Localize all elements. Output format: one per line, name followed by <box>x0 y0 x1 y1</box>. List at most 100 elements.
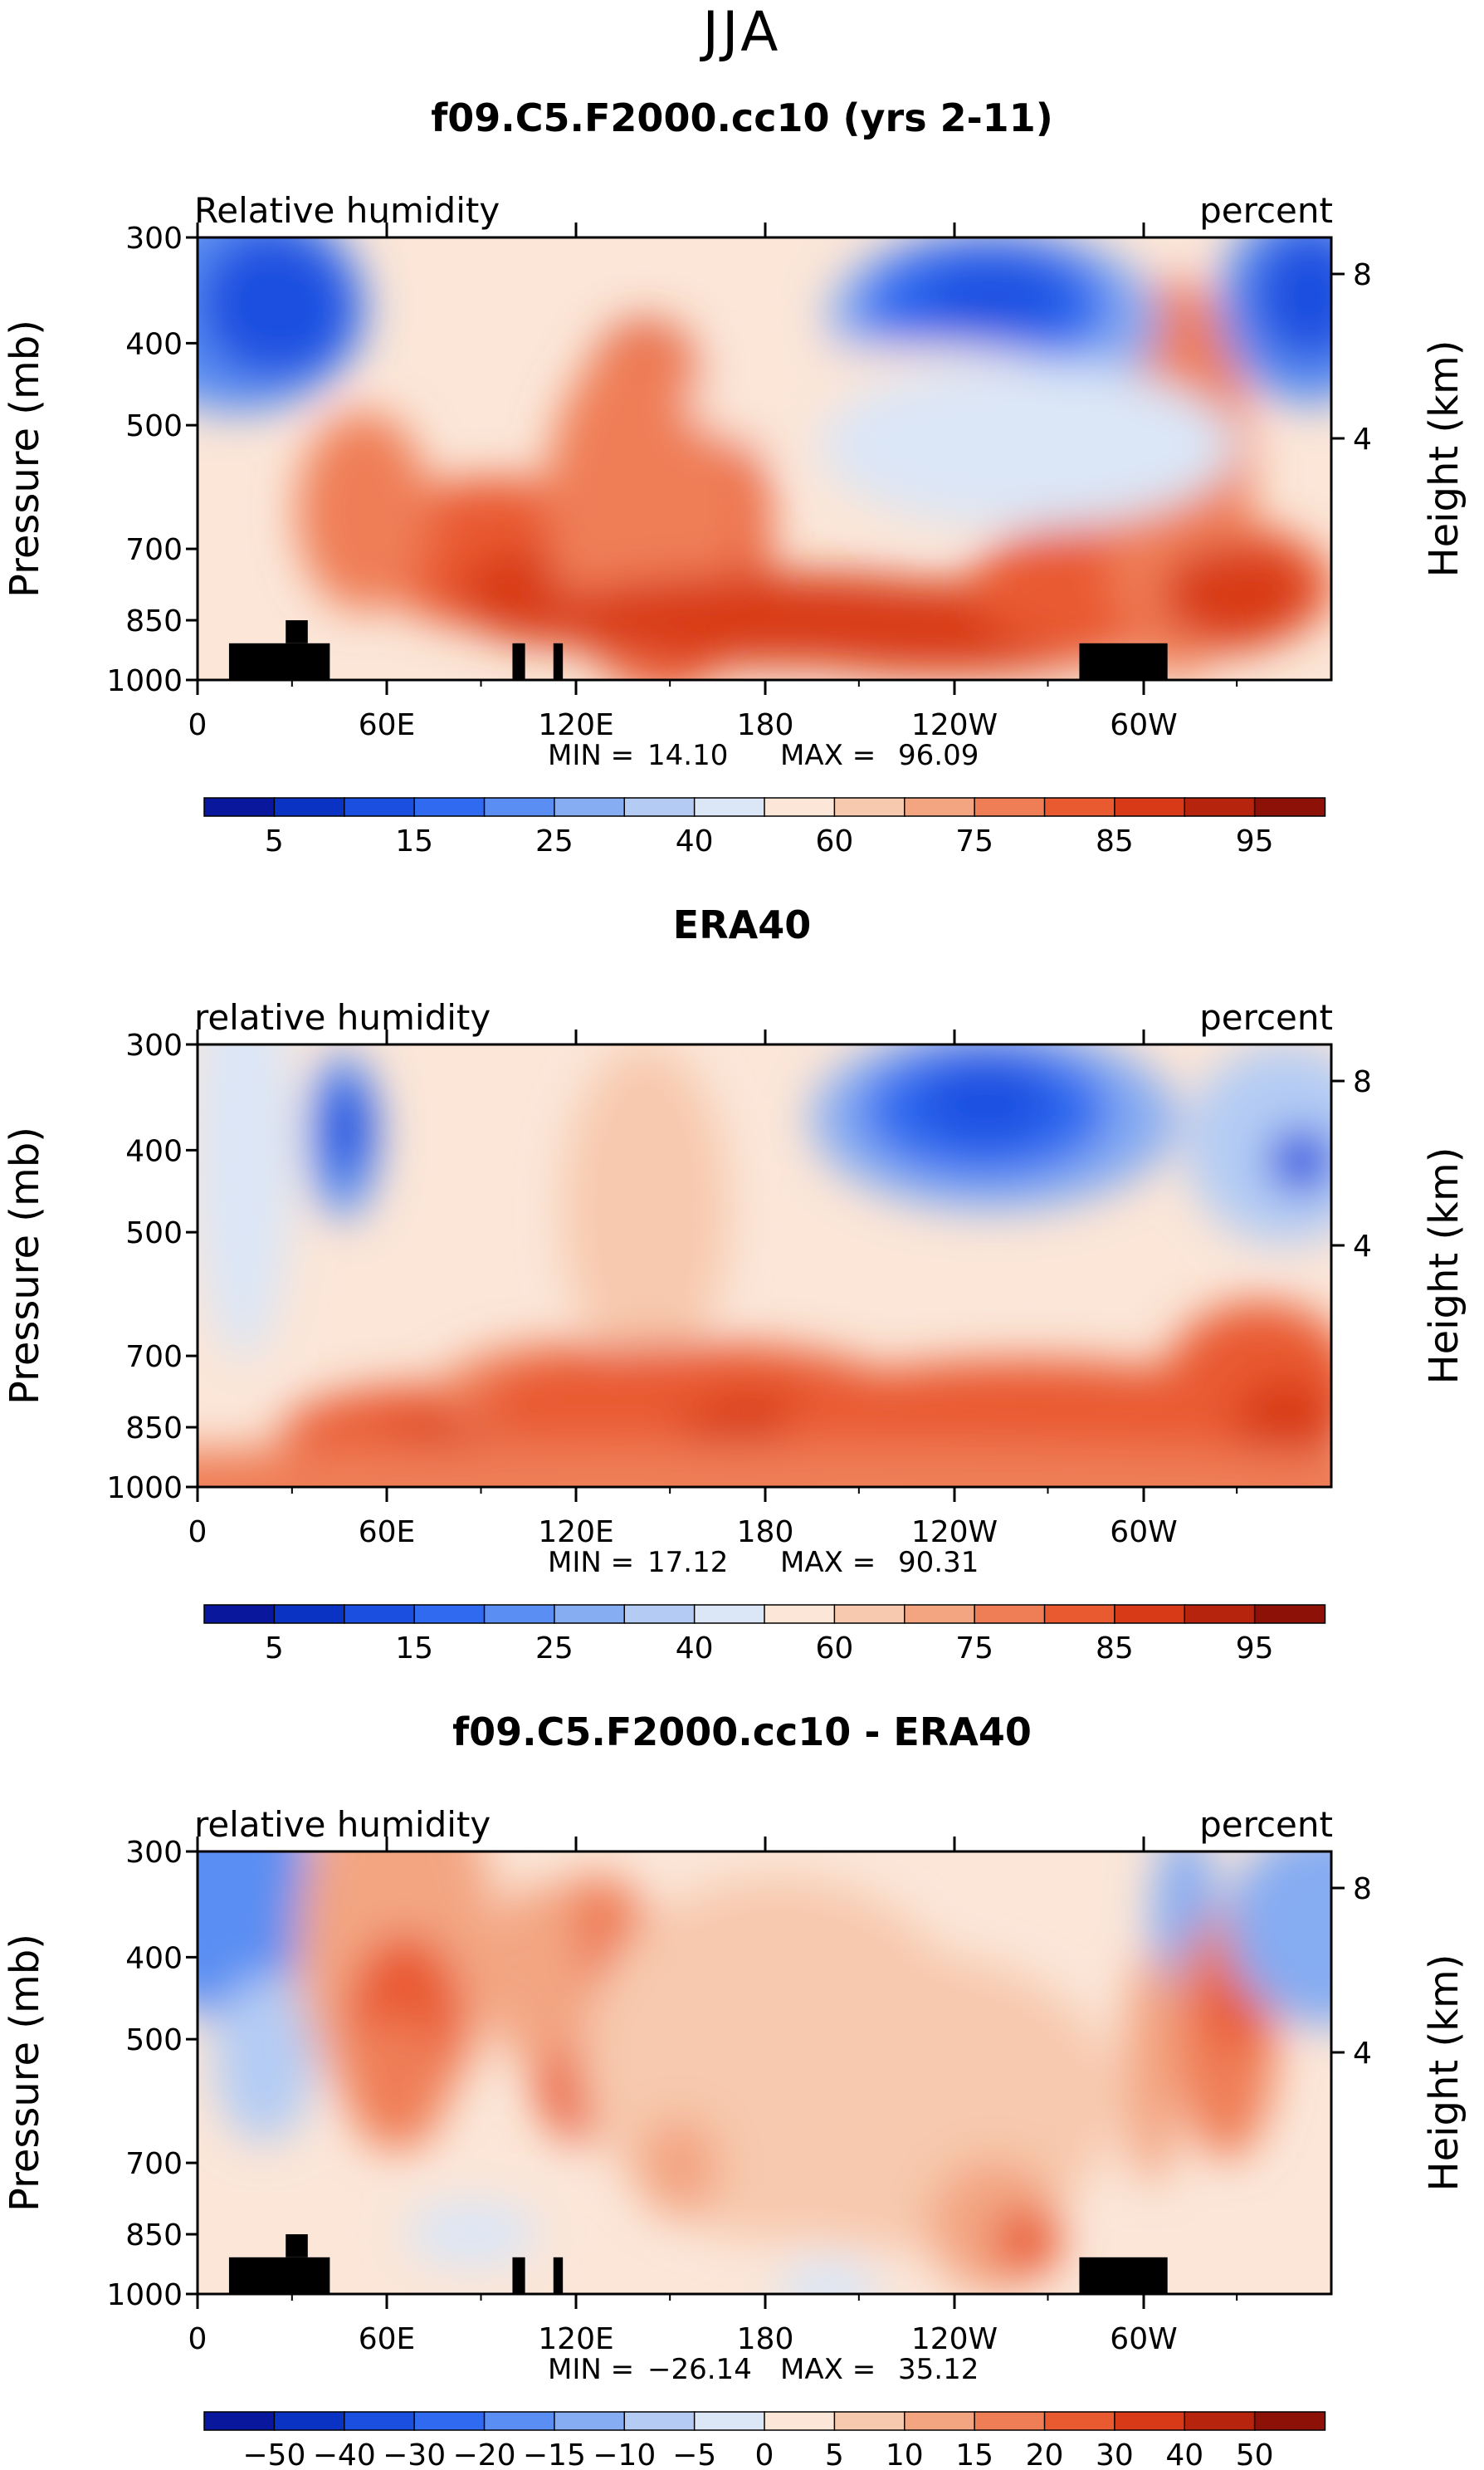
field-contour <box>198 237 347 379</box>
colorbar-label: 5 <box>265 824 284 858</box>
colorbar-label: 5 <box>825 2438 844 2470</box>
topography-mask <box>512 2257 525 2294</box>
colorbar-swatch <box>833 2411 906 2431</box>
colorbar-label: 25 <box>535 1631 574 1665</box>
y-tick-label: 700 <box>125 2147 183 2181</box>
colorbar-swatch <box>1253 2411 1326 2431</box>
colorbar-swatch <box>1184 797 1256 817</box>
colorbar-swatch <box>1253 1604 1326 1624</box>
colorbar-swatch <box>273 797 345 817</box>
topography-mask <box>286 620 308 643</box>
topography-mask <box>553 643 564 680</box>
field-contour <box>1185 1044 1331 1244</box>
field-contour <box>1268 1127 1331 1194</box>
colorbar-label: 30 <box>1096 2438 1134 2470</box>
colorbar-label: 75 <box>955 824 993 858</box>
colorbar-swatch <box>974 1604 1046 1624</box>
y-tick-label: 400 <box>125 1134 183 1168</box>
x-tick-label: 60W <box>1110 708 1177 742</box>
colorbar-swatch <box>974 797 1046 817</box>
y-tick-label: 1000 <box>106 664 183 698</box>
colorbar-swatch <box>554 2411 626 2431</box>
colorbar-swatch <box>1114 1604 1186 1624</box>
colorbar-label: −20 <box>453 2438 516 2470</box>
colorbar-label: 5 <box>265 1631 284 1665</box>
field <box>198 237 1331 680</box>
colorbar-label: −10 <box>593 2438 656 2470</box>
x-tick-label: 120W <box>911 708 998 742</box>
panel-1: f09.C5.F2000.cc10 (yrs 2-11) Relative hum… <box>2 95 1467 858</box>
y2-tick-label: 4 <box>1353 2037 1372 2071</box>
colorbar-label: 95 <box>1236 824 1274 858</box>
field-contour <box>1160 545 1310 644</box>
x-tick-label: 120E <box>538 1515 613 1549</box>
x-tick-label: 60E <box>359 708 416 742</box>
min-label: MIN = <box>548 1546 634 1579</box>
x-tick-label: 60E <box>359 2322 416 2356</box>
colorbar-label: 75 <box>955 1631 993 1665</box>
colorbar-swatch <box>273 1604 345 1624</box>
left-string: relative humidity <box>194 1804 491 1845</box>
colorbar-label: −30 <box>383 2438 446 2470</box>
topography-mask <box>286 2234 308 2257</box>
x-tick-label: 60W <box>1110 1515 1177 1549</box>
colorbar-swatch <box>554 797 626 817</box>
colorbar-swatch <box>1043 797 1116 817</box>
x-tick-label: 0 <box>188 708 207 742</box>
colorbar-swatch <box>764 2411 836 2431</box>
min-label: MIN = <box>548 739 634 772</box>
colorbar-label: 50 <box>1236 2438 1274 2470</box>
colorbar-swatch <box>203 1604 276 1624</box>
y-axis-label: Pressure (mb) <box>2 1934 48 2212</box>
colorbar-label: 40 <box>676 1631 714 1665</box>
y-tick-label: 850 <box>125 1411 183 1445</box>
y-tick-label: 400 <box>125 327 183 361</box>
topography-mask <box>1079 643 1168 680</box>
right-string: percent <box>1199 190 1333 231</box>
colorbar-label: 15 <box>395 824 433 858</box>
page-title: JJA <box>702 0 782 64</box>
colorbar-swatch <box>203 797 276 817</box>
min-label: MIN = <box>548 2353 634 2386</box>
panel-title: f09.C5.F2000.cc10 (yrs 2-11) <box>431 95 1052 140</box>
max-value: 35.12 <box>898 2353 979 2386</box>
colorbar-swatch <box>1043 1604 1116 1624</box>
colorbar: 5 15 25 40 60 75 85 95 <box>203 1604 1326 1665</box>
field-contour <box>198 1044 293 1360</box>
right-string: percent <box>1199 997 1333 1038</box>
colorbar-swatch <box>693 2411 766 2431</box>
field <box>198 1044 1331 1487</box>
max-value: 90.31 <box>898 1546 979 1579</box>
colorbar-swatch <box>1114 2411 1186 2431</box>
colorbar-label: −5 <box>672 2438 716 2470</box>
colorbar-label: 15 <box>395 1631 433 1665</box>
x-tick-label: 180 <box>737 2322 794 2356</box>
y-tick-label: 850 <box>125 604 183 638</box>
colorbar-label: 40 <box>676 824 714 858</box>
colorbar: −50 −40 −30 −20 −15 −10 −5 0 5 10 15 20 30 40 50 <box>203 2411 1326 2470</box>
y-tick-label: 1000 <box>106 2278 183 2312</box>
colorbar-swatch <box>483 797 556 817</box>
colorbar-label: 85 <box>1096 1631 1134 1665</box>
y-axis-label: Pressure (mb) <box>2 320 48 598</box>
field-contour <box>920 262 1069 329</box>
y2-tick-label: 8 <box>1353 258 1372 292</box>
x-tick-label: 60W <box>1110 2322 1177 2356</box>
colorbar-label: −15 <box>523 2438 586 2470</box>
x-tick-label: 0 <box>188 1515 207 1549</box>
x-tick-label: 60E <box>359 1515 416 1549</box>
field-contour <box>405 2200 538 2267</box>
field <box>198 1851 1331 2294</box>
y2-axis-label: Height (km) <box>1421 340 1467 578</box>
field-contour <box>1252 237 1331 362</box>
y-tick-label: 400 <box>125 1941 183 1975</box>
y-tick-label: 500 <box>125 409 183 443</box>
panel-3: f09.C5.F2000.cc10 - ERA40 relative humidi… <box>2 1709 1467 2470</box>
colorbar-swatch <box>1043 2411 1116 2431</box>
colorbar-label: 20 <box>1026 2438 1064 2470</box>
colorbar-swatch <box>693 797 766 817</box>
colorbar-swatch <box>1114 797 1186 817</box>
colorbar-swatch <box>344 2411 416 2431</box>
colorbar-label: 60 <box>815 824 853 858</box>
